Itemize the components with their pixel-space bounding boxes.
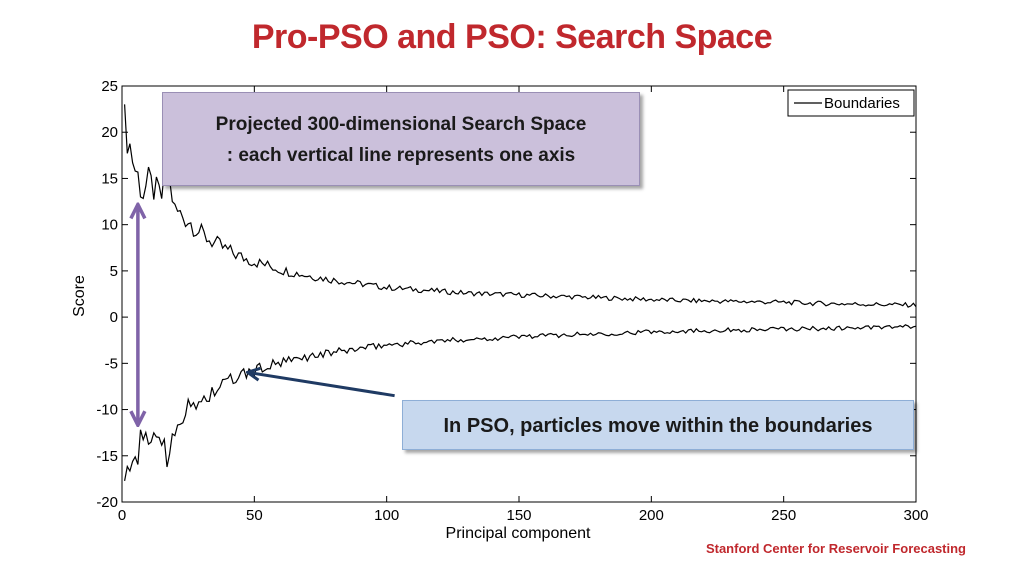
legend-label-boundaries: Boundaries: [824, 95, 900, 112]
y-tick-label: -5: [105, 355, 118, 372]
x-tick-label: 0: [118, 507, 126, 524]
y-tick-label: 5: [110, 263, 118, 280]
search-space-callout-line1: Projected 300-dimensional Search Space: [215, 114, 587, 135]
x-tick-label: 100: [374, 507, 399, 524]
y-axis-label: Score: [71, 275, 88, 317]
x-axis-label: Principal component: [446, 525, 592, 542]
x-tick-label: 150: [506, 507, 531, 524]
x-tick-label: 250: [771, 507, 796, 524]
y-tick-label: 10: [101, 217, 118, 234]
y-tick-label: 0: [110, 309, 118, 326]
y-tick-label: -15: [96, 448, 118, 465]
x-tick-label: 200: [639, 507, 664, 524]
y-tick-label: 25: [101, 78, 118, 95]
pointer-arrow: [249, 373, 395, 398]
y-tick-label: -20: [96, 494, 118, 511]
footer-credit: Stanford Center for Reservoir Forecastin…: [705, 541, 966, 556]
y-tick-label: -10: [96, 402, 118, 419]
y-tick-label: 20: [101, 124, 118, 141]
pso-callout: In PSO, particles move within the bounda…: [402, 400, 914, 450]
chart-legend: Boundaries: [787, 89, 915, 117]
y-tick-label: 15: [101, 170, 118, 187]
boundary-line-upper: [124, 104, 917, 308]
search-space-callout: Projected 300-dimensional Search Space :…: [162, 92, 640, 186]
x-tick-label: 50: [246, 507, 263, 524]
search-space-callout-line2: : each vertical line represents one axis: [226, 145, 576, 166]
x-tick-label: 300: [903, 507, 928, 524]
slide-title: Pro-PSO and PSO: Search Space: [251, 18, 773, 56]
